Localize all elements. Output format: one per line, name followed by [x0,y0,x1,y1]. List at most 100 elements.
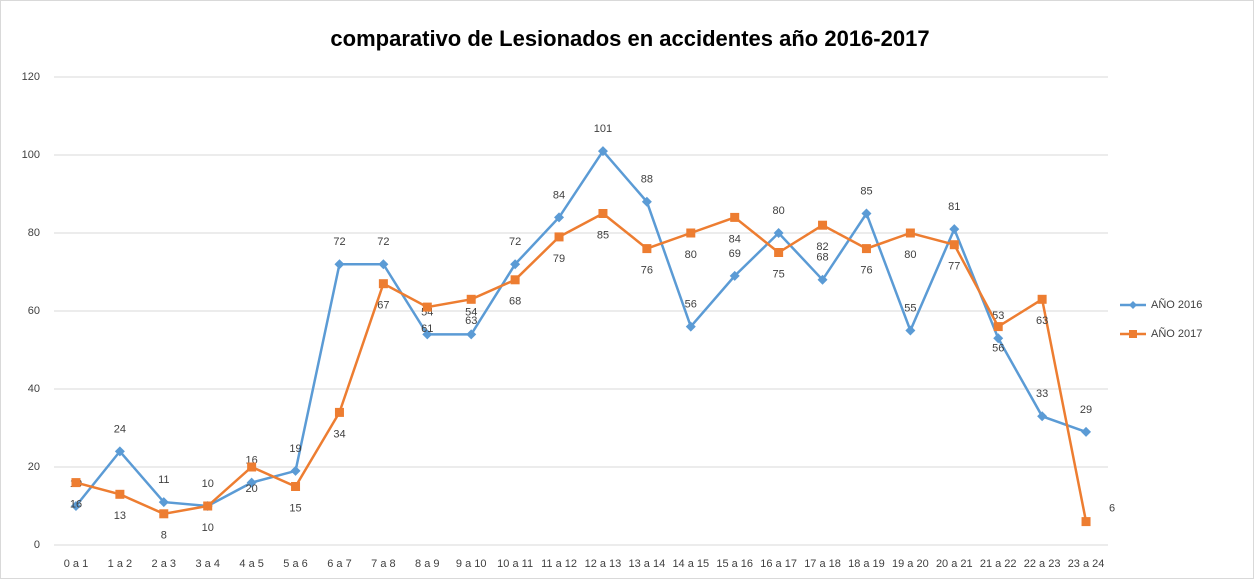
x-tick-label: 0 a 1 [64,558,88,570]
data-point [774,248,784,257]
data-label: 72 [377,236,389,248]
data-point [510,259,521,270]
data-label: 76 [641,265,653,277]
data-point [598,209,608,218]
data-point [861,208,872,219]
data-label: 69 [729,248,741,260]
x-tick-label: 22 a 23 [1024,558,1061,570]
data-label: 68 [509,296,521,308]
y-tick-label: 0 [34,539,40,551]
data-label: 10 [202,478,214,490]
data-point [861,244,871,254]
data-point [378,259,389,270]
data-point [422,302,432,312]
data-point [641,196,652,207]
y-tick-label: 100 [22,149,40,161]
data-point [949,240,959,250]
legend-marker [1129,301,1137,309]
data-label: 68 [816,252,828,264]
data-label: 56 [992,343,1004,355]
chart-title: comparativo de Lesionados en accidentes … [330,26,929,51]
x-tick-label: 2 a 3 [152,558,176,570]
x-tick-label: 9 a 10 [456,558,487,570]
data-point [334,259,345,270]
x-tick-label: 3 a 4 [195,558,219,570]
data-label: 72 [509,236,521,248]
data-point [949,224,960,235]
y-tick-label: 40 [28,383,40,395]
data-label: 101 [594,123,612,135]
data-point [1081,426,1092,437]
data-label: 77 [948,261,960,273]
data-point [203,501,213,511]
data-point [290,465,301,476]
series-line [75,212,1088,522]
data-point [905,325,916,336]
data-label: 84 [553,189,565,201]
x-tick-label: 4 a 5 [239,558,263,570]
data-point [773,228,784,238]
data-label: 84 [729,233,741,245]
data-point [159,509,169,519]
data-point [334,407,344,417]
data-label: 33 [1036,388,1048,400]
data-point [378,279,388,289]
data-label: 85 [860,185,872,197]
x-tick-label: 13 a 14 [629,558,666,570]
data-point [510,275,520,285]
data-point [1081,517,1091,527]
data-label: 29 [1080,404,1092,416]
data-label: 80 [685,249,697,261]
x-tick-label: 11 a 12 [541,558,577,570]
y-tick-label: 60 [28,305,40,317]
data-label: 20 [246,483,258,495]
data-point [466,329,477,340]
x-tick-label: 20 a 21 [936,558,973,570]
data-label: 24 [114,423,126,435]
data-label: 11 [158,474,169,486]
data-point [247,462,257,472]
data-point [466,294,476,304]
legend-label: AÑO 2017 [1151,327,1202,340]
x-tick-label: 21 a 22 [980,558,1017,570]
data-label: 54 [465,306,477,318]
data-point [71,478,81,488]
data-label: 76 [860,265,872,277]
data-label: 15 [289,502,301,514]
data-label: 10 [202,522,214,534]
legend-label: AÑO 2016 [1151,298,1202,311]
x-tick-label: 6 a 7 [327,558,351,570]
y-tick-label: 20 [28,461,40,473]
x-tick-label: 10 a 11 [497,558,533,570]
x-tick-label: 23 a 24 [1068,558,1105,570]
legend-marker [1129,330,1137,338]
data-point [246,477,257,488]
data-label: 80 [773,205,785,217]
data-point [642,244,652,254]
data-label: 82 [816,241,828,253]
x-tick-label: 14 a 15 [672,558,709,570]
data-point [993,322,1003,332]
data-point [554,232,564,242]
data-label: 63 [1036,315,1048,327]
data-label: 80 [904,249,916,261]
x-tick-label: 19 a 20 [892,558,929,570]
data-point [115,489,125,499]
data-point [554,212,565,223]
data-label: 63 [465,315,477,327]
data-point [1037,294,1047,304]
data-point [70,501,81,511]
data-point [729,270,740,281]
data-point [422,329,433,340]
data-point [1037,411,1048,422]
data-label: 85 [597,229,609,241]
data-point [817,274,828,285]
data-point [158,497,169,508]
data-label: 88 [641,174,653,186]
data-label: 34 [333,428,345,440]
y-tick-label: 120 [22,71,40,83]
data-label: 8 [161,530,167,542]
data-label: 55 [904,302,916,314]
data-label: 13 [114,510,126,522]
